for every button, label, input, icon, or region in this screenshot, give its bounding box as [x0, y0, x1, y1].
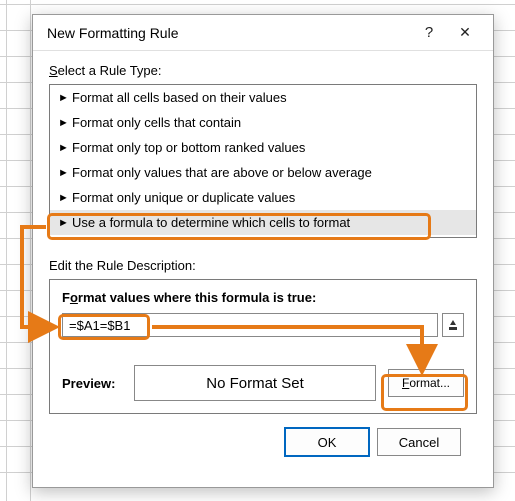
bullet-icon: ►: [58, 167, 72, 179]
rule-type-label: Use a formula to determine which cells t…: [72, 215, 350, 230]
rule-type-item[interactable]: ►Use a formula to determine which cells …: [50, 210, 476, 235]
select-rule-type-label: Select a Rule Type:: [49, 63, 477, 78]
bullet-icon: ►: [58, 117, 72, 129]
rule-type-label: Format only top or bottom ranked values: [72, 140, 305, 155]
bullet-icon: ►: [58, 92, 72, 104]
ok-button[interactable]: OK: [285, 428, 369, 456]
rule-type-item[interactable]: ►Format only top or bottom ranked values: [50, 135, 476, 160]
cancel-button[interactable]: Cancel: [377, 428, 461, 456]
rule-description-box: Format values where this formula is true…: [49, 279, 477, 414]
format-button[interactable]: Format...: [388, 369, 464, 397]
formula-prompt-label: Format values where this formula is true…: [62, 290, 464, 305]
rule-type-list[interactable]: ►Format all cells based on their values►…: [49, 84, 477, 238]
collapse-dialog-button[interactable]: [442, 313, 464, 337]
edit-rule-description-label: Edit the Rule Description:: [49, 258, 477, 273]
formula-input[interactable]: [62, 313, 438, 337]
rule-type-item[interactable]: ►Format only cells that contain: [50, 110, 476, 135]
titlebar: New Formatting Rule ? ✕: [33, 15, 493, 51]
rule-type-item[interactable]: ►Format only unique or duplicate values: [50, 185, 476, 210]
rule-type-label: Format only values that are above or bel…: [72, 165, 372, 180]
rule-type-label: Format all cells based on their values: [72, 90, 287, 105]
help-button[interactable]: ?: [411, 24, 447, 41]
preview-box: No Format Set: [134, 365, 376, 401]
rule-type-item[interactable]: ►Format all cells based on their values: [50, 85, 476, 110]
rule-type-label: Format only cells that contain: [72, 115, 241, 130]
bullet-icon: ►: [58, 142, 72, 154]
collapse-icon: [447, 319, 459, 331]
bullet-icon: ►: [58, 217, 72, 229]
preview-label: Preview:: [62, 376, 122, 391]
bullet-icon: ►: [58, 192, 72, 204]
rule-type-label: Format only unique or duplicate values: [72, 190, 295, 205]
close-button[interactable]: ✕: [447, 24, 483, 41]
new-formatting-rule-dialog: New Formatting Rule ? ✕ Select a Rule Ty…: [32, 14, 494, 488]
dialog-title: New Formatting Rule: [47, 25, 411, 41]
rule-type-item[interactable]: ►Format only values that are above or be…: [50, 160, 476, 185]
